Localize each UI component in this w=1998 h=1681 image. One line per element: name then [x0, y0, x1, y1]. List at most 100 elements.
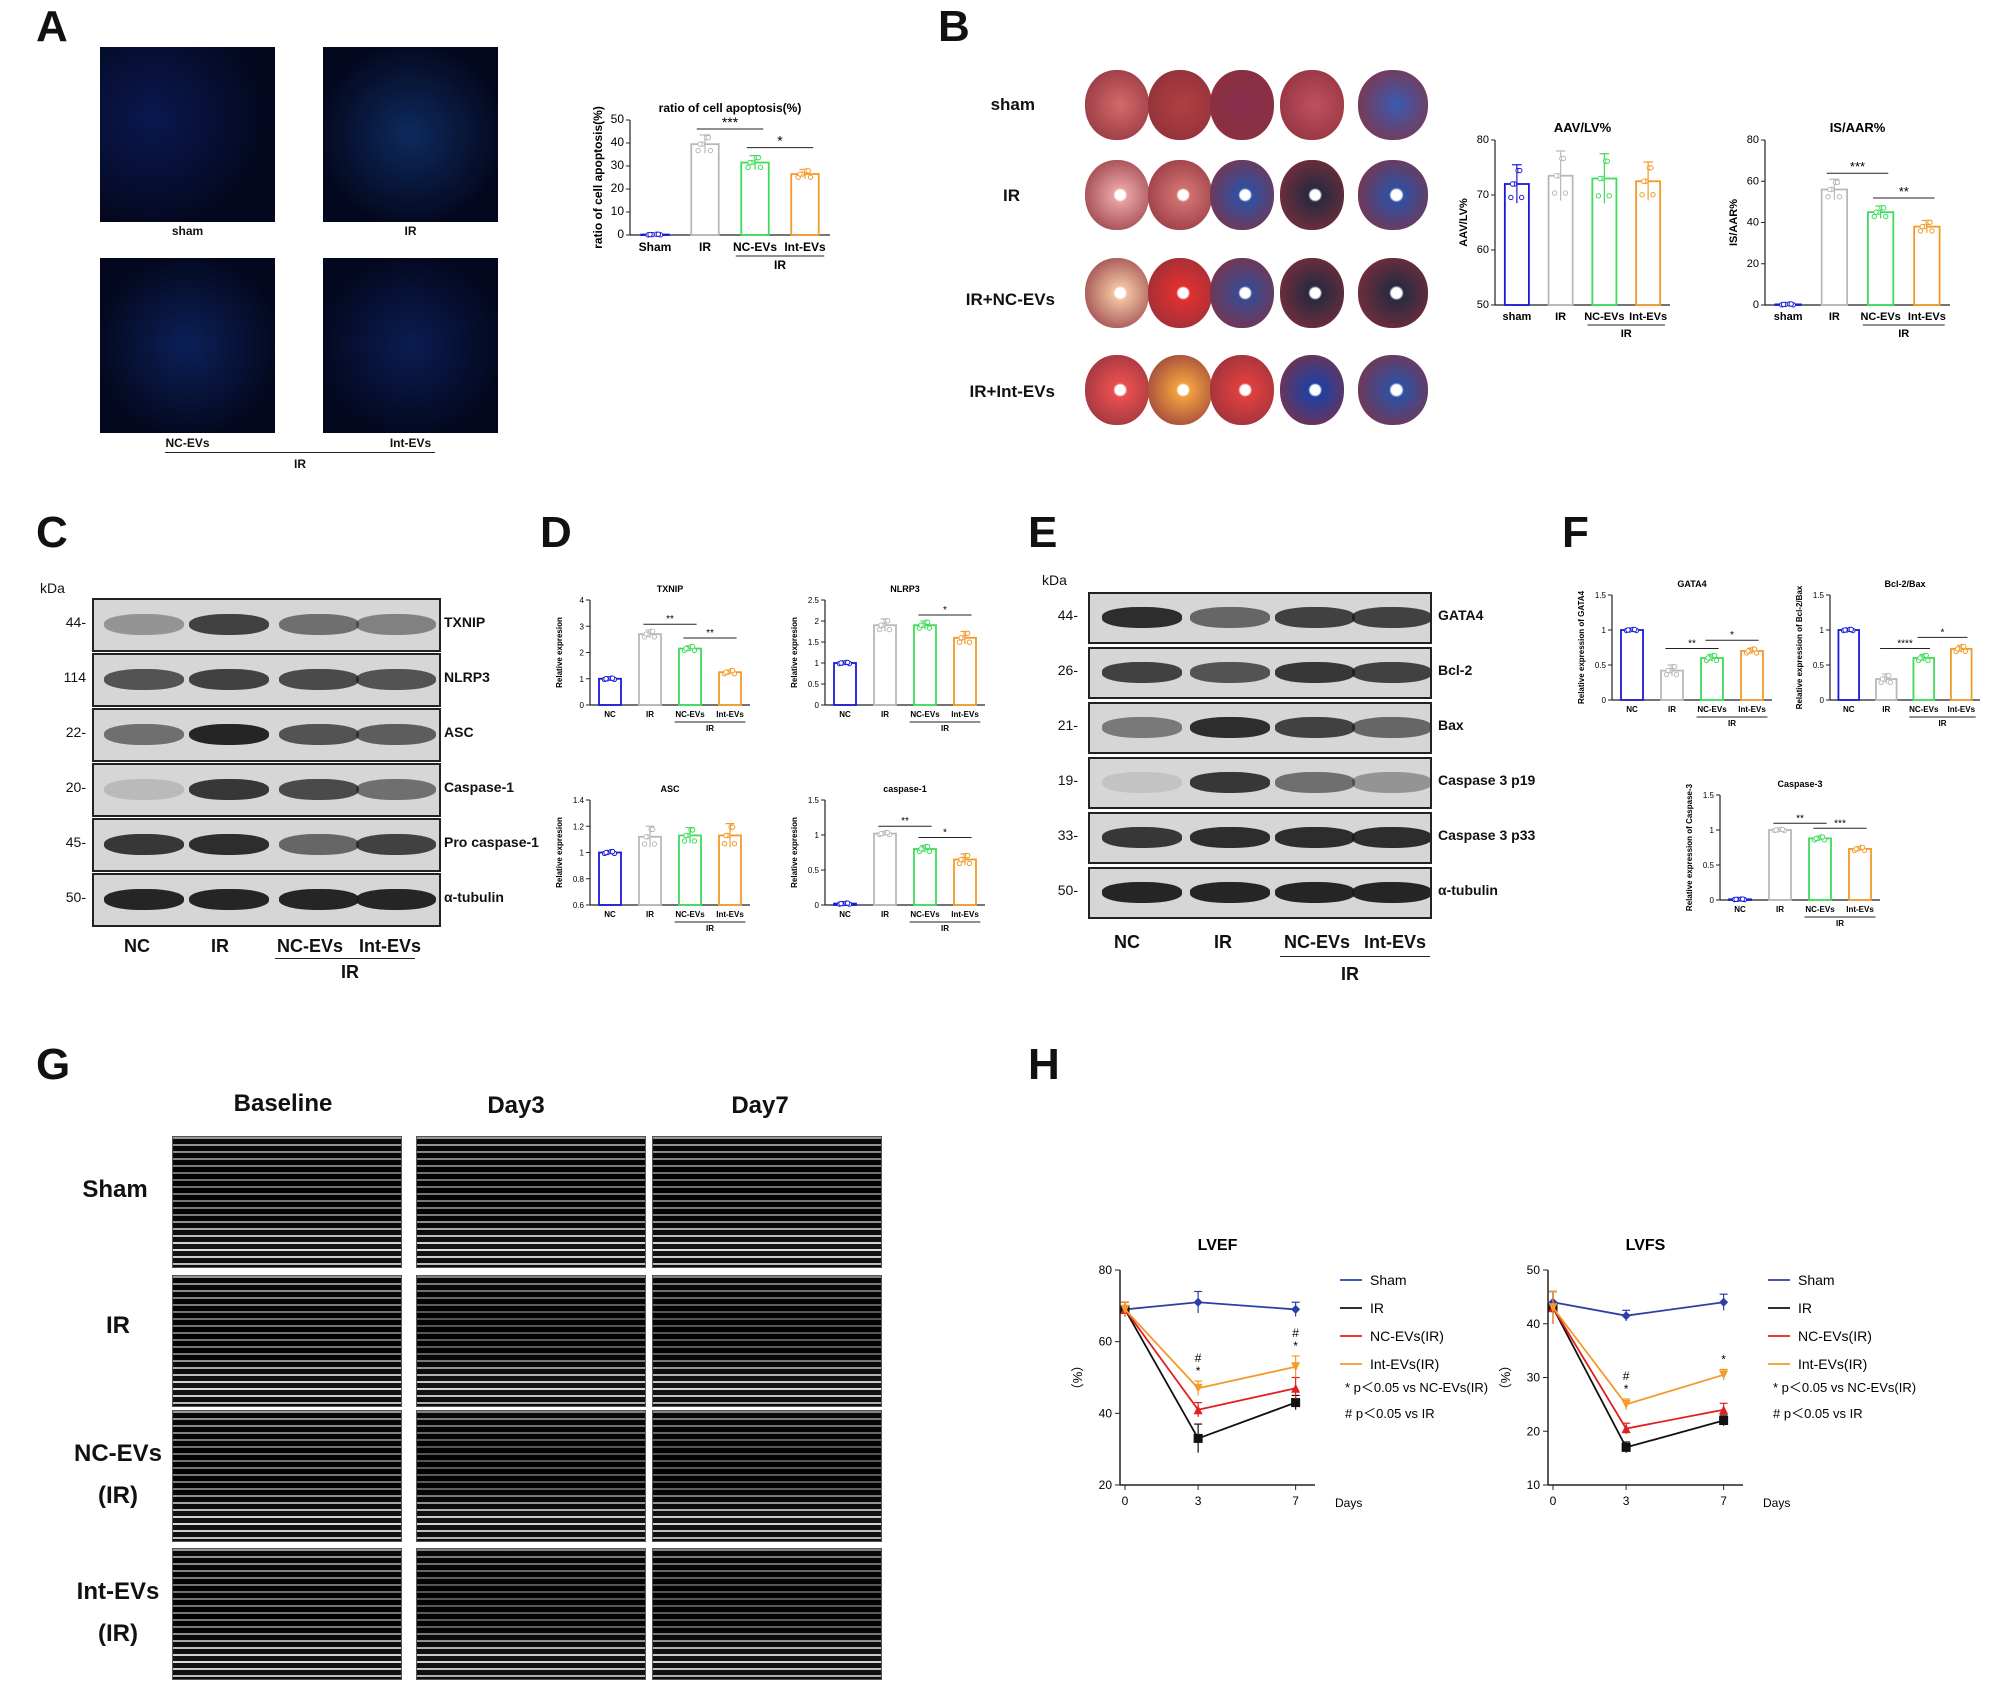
data-point [731, 841, 738, 847]
e-blot-band [1190, 717, 1270, 738]
legend-entry: IR [1370, 1300, 1384, 1316]
x-tick-label: NC [604, 710, 616, 719]
data-point [1834, 179, 1841, 185]
significance-label: * [943, 828, 947, 839]
chart-title: NLRP3 [890, 584, 920, 594]
chart-title: IS/AAR% [1830, 120, 1886, 135]
data-point [643, 631, 649, 637]
significance-label: ** [666, 614, 674, 625]
micrograph-int-evs [323, 258, 498, 433]
bar [1808, 837, 1832, 901]
data-point [878, 622, 884, 628]
echo-image [652, 1410, 882, 1542]
y-tick-label: 0.5 [1703, 861, 1715, 870]
y-tick-label: 10 [1527, 1478, 1541, 1492]
data-point [918, 622, 924, 628]
heart-slice [1148, 70, 1212, 140]
micrograph-label-sham: sham [171, 224, 204, 238]
data-point [1713, 657, 1720, 664]
bar [598, 851, 622, 906]
panel-letter-a: A [36, 2, 68, 51]
c-blot-label: α-tubulin [444, 889, 504, 905]
y-tick-label: 1 [1820, 626, 1825, 635]
data-point [1773, 827, 1779, 833]
y-axis-label: IS/AAR% [1728, 199, 1740, 246]
data-point [1779, 826, 1786, 833]
e-blot-label: Bax [1438, 717, 1464, 733]
legend-note: # p＜0.05 vs IR [1345, 1406, 1435, 1421]
significance-label: * [1941, 627, 1945, 638]
chart-f-gata4: GATA4 0 0.5 1 1.5 Relative expression of GATA… [1577, 579, 1772, 728]
significance-label: ** [1688, 639, 1696, 650]
data-point [966, 639, 973, 645]
data-point [729, 824, 736, 830]
data-point [1193, 1405, 1203, 1415]
x-tick-label: 3 [1195, 1494, 1202, 1508]
chart-h-lvef: LVEF 20 40 60 80 0 3 7 Days （%） Sham IR NC-EVs(IR) In… [1070, 1237, 1488, 1510]
c-blot-band [356, 889, 436, 910]
y-tick-label: 30 [1527, 1371, 1541, 1385]
c-blot-band [356, 724, 436, 745]
y-axis-label: （%） [1070, 1359, 1085, 1397]
data-point [649, 628, 656, 635]
c-blot-band [189, 669, 269, 690]
data-point [844, 659, 851, 666]
x-tick-label: NC [839, 910, 851, 919]
heart-slice [1148, 258, 1212, 328]
x-tick-label: NC-EVs [1805, 905, 1835, 914]
blot-c-lane-ir: IR [211, 936, 229, 956]
data-point [1621, 1442, 1631, 1452]
data-point [797, 171, 803, 177]
data-point [1641, 178, 1647, 184]
e-blot-band [1190, 882, 1270, 903]
e-blot-band [1352, 772, 1430, 793]
echo-row-label-ir: IR [106, 1312, 130, 1339]
data-point [1665, 667, 1671, 674]
echo-image [172, 1275, 402, 1407]
x-axis-label: Days [1763, 1496, 1790, 1510]
x-tick-label: 3 [1623, 1494, 1630, 1508]
x-tick-label: NC-EVs [1860, 311, 1900, 323]
x-tick-label: NC-EVs [675, 710, 705, 719]
data-point [723, 832, 729, 839]
c-blot-band [279, 614, 359, 635]
x-tick-label: IR [1882, 705, 1890, 714]
data-point [641, 841, 648, 847]
blot-e-group-line [1280, 956, 1430, 957]
bar [1848, 848, 1872, 901]
data-point [609, 675, 616, 681]
significance-label: # [1623, 1369, 1630, 1383]
data-point [691, 838, 698, 844]
e-blot-row [1088, 757, 1432, 809]
data-point [1551, 190, 1558, 196]
group-label: IR [941, 724, 949, 733]
echo-image [416, 1275, 646, 1407]
data-point [958, 635, 964, 641]
x-tick-label: Int-EVs [716, 710, 744, 719]
data-point [1887, 679, 1894, 686]
x-tick-label: NC [1843, 705, 1855, 714]
y-tick-label: 0 [1753, 299, 1759, 311]
c-blot-band [356, 779, 436, 800]
data-point [966, 860, 973, 867]
heart-slice [1148, 355, 1212, 425]
x-tick-label: IR [1829, 311, 1840, 323]
c-blot-band [104, 614, 184, 635]
data-point [1631, 626, 1638, 633]
bar [1620, 629, 1644, 701]
x-tick-label: Int-EVs [784, 240, 826, 254]
data-point [729, 668, 736, 674]
significance-label: *** [722, 114, 739, 130]
c-blot-kda: 22- [65, 724, 86, 740]
c-blot-row [92, 598, 441, 652]
x-tick-label: IR [881, 710, 889, 719]
significance-label: ** [1796, 813, 1804, 824]
heart-row-label-ir-nc-evs: IR+NC-EVs [965, 290, 1055, 309]
panel-letter-b: B [938, 2, 970, 51]
echo-row-label-sham: Sham [82, 1176, 148, 1203]
c-blot-band [104, 724, 184, 745]
data-point [918, 846, 924, 852]
chart-title: caspase-1 [883, 784, 927, 794]
micrograph-label-ir: IR [404, 224, 417, 238]
echo-col-label-baseline: Baseline [233, 1090, 333, 1117]
